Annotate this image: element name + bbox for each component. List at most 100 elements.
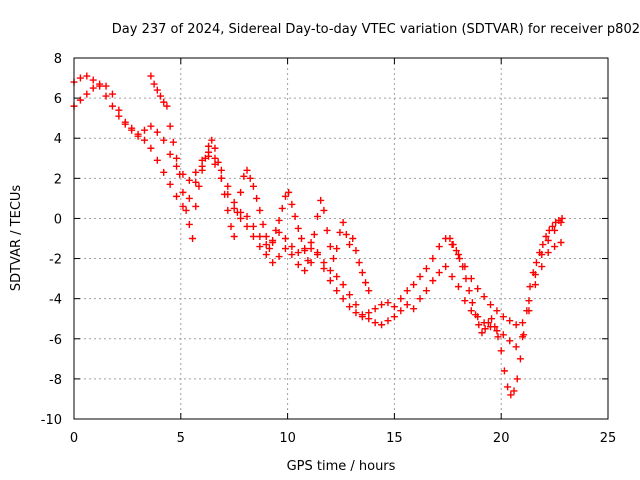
data-point <box>256 243 264 251</box>
data-point <box>128 126 136 134</box>
data-point <box>253 194 261 202</box>
data-point <box>214 158 222 166</box>
data-point <box>224 206 232 214</box>
data-point <box>246 174 254 182</box>
data-point <box>512 321 520 329</box>
data-point <box>301 247 309 255</box>
y-tick-label: -8 <box>49 373 62 388</box>
y-tick-label: 2 <box>54 172 62 187</box>
data-point <box>488 315 496 323</box>
x-tick-label: 10 <box>279 431 296 446</box>
data-point <box>506 337 514 345</box>
data-point <box>461 297 469 305</box>
data-point <box>291 212 299 220</box>
data-point <box>89 76 97 84</box>
data-point <box>454 251 462 259</box>
data-point <box>169 138 177 146</box>
data-point <box>454 283 462 291</box>
data-point <box>201 154 209 162</box>
data-point <box>76 74 84 82</box>
data-point <box>542 232 550 240</box>
data-point <box>384 317 392 325</box>
data-point <box>342 230 350 238</box>
data-point <box>281 245 289 253</box>
data-point <box>182 206 190 214</box>
data-point <box>516 355 524 363</box>
data-point <box>497 347 505 355</box>
data-point <box>160 136 168 144</box>
series-trace-4 <box>446 214 566 399</box>
data-point <box>269 259 277 267</box>
data-point <box>304 257 312 265</box>
data-point <box>456 255 464 263</box>
data-point <box>544 249 552 257</box>
data-point <box>510 387 518 395</box>
data-point <box>410 305 418 313</box>
data-point <box>185 220 193 228</box>
series-trace-3 <box>147 72 373 295</box>
y-tick-label: 4 <box>54 132 62 147</box>
data-points <box>70 72 566 399</box>
data-point <box>352 247 360 255</box>
y-axis-label: SDTVAR / TECUs <box>9 185 24 292</box>
data-point <box>108 90 116 98</box>
data-point <box>173 192 181 200</box>
data-point <box>378 321 386 329</box>
data-point <box>346 241 354 249</box>
data-point <box>403 287 411 295</box>
data-point <box>249 232 257 240</box>
data-point <box>422 287 430 295</box>
y-tick-labels: -10 -8 -6 -4 -2 0 2 4 6 8 <box>41 52 62 428</box>
data-point <box>256 232 264 240</box>
data-point <box>378 301 386 309</box>
data-point <box>548 222 556 230</box>
data-point <box>478 329 486 337</box>
data-point <box>294 261 302 269</box>
data-point <box>272 226 280 234</box>
data-point <box>475 321 483 329</box>
x-axis-label: GPS time / hours <box>287 459 396 474</box>
data-point <box>262 232 270 240</box>
data-point <box>192 178 200 186</box>
data-point <box>557 239 565 247</box>
data-point <box>121 120 129 128</box>
data-point <box>333 245 341 253</box>
data-point <box>358 313 366 321</box>
data-point <box>176 170 184 178</box>
data-point <box>365 315 373 323</box>
data-point <box>446 235 454 242</box>
data-point <box>519 319 527 327</box>
data-point <box>472 311 480 319</box>
data-point <box>371 305 379 313</box>
data-point <box>281 235 289 242</box>
data-point <box>333 273 341 281</box>
data-point <box>435 243 443 251</box>
data-point <box>512 343 520 351</box>
data-point <box>76 96 84 104</box>
data-point <box>545 226 553 234</box>
data-point <box>531 281 539 289</box>
data-point <box>314 212 322 220</box>
data-point <box>467 307 475 315</box>
data-point <box>275 253 283 261</box>
data-point <box>462 275 470 283</box>
data-point <box>288 251 296 259</box>
data-point <box>205 142 213 150</box>
data-point <box>346 291 354 299</box>
data-point <box>281 192 289 200</box>
data-point <box>320 265 328 273</box>
data-point <box>474 285 482 293</box>
data-point <box>333 287 341 295</box>
data-point <box>297 235 305 242</box>
data-point <box>243 166 251 174</box>
data-point <box>326 277 334 285</box>
data-point <box>102 92 110 100</box>
data-point <box>163 102 171 110</box>
data-point <box>185 176 193 184</box>
data-point <box>352 309 360 317</box>
data-point <box>307 245 315 253</box>
data-point <box>336 228 344 236</box>
data-point <box>166 122 174 130</box>
data-point <box>195 182 203 190</box>
data-point <box>185 194 193 202</box>
